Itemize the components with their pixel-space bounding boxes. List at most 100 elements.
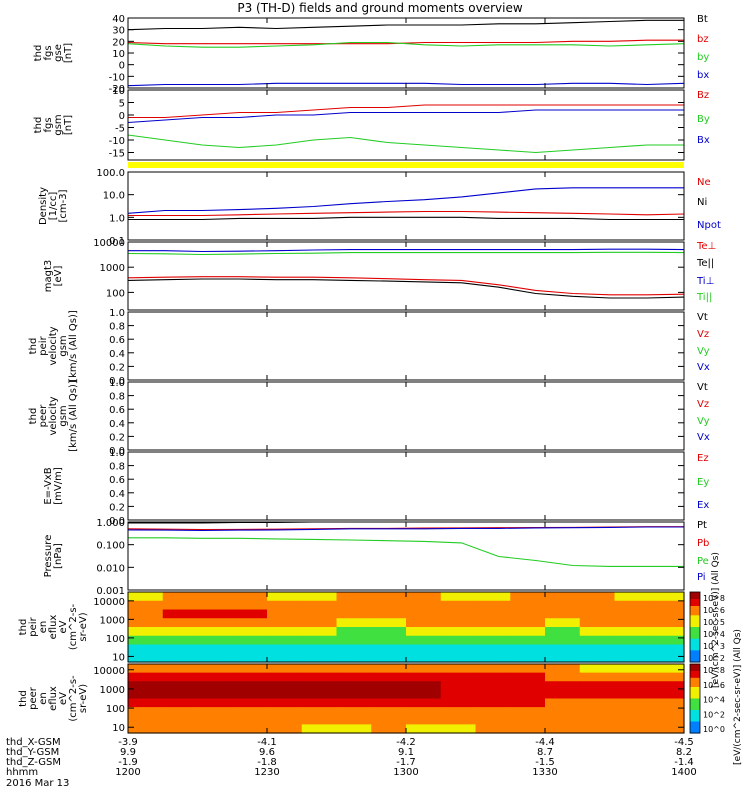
heatmap-cell (614, 609, 650, 619)
heatmap-cell (649, 707, 685, 717)
heatmap-cell (336, 681, 372, 691)
y-tick-label: 0 (119, 111, 125, 122)
heatmap-cell (510, 609, 546, 619)
y-axis-label: (cm^2-s- (68, 675, 79, 722)
colorbar-segment (690, 700, 700, 704)
xaxis-value: -1.9 (118, 757, 138, 768)
heatmap-cell (232, 600, 268, 611)
heatmap-cell (267, 664, 303, 674)
heatmap-cell (440, 644, 477, 654)
colorbar-segment (690, 627, 700, 630)
heatmap-cell (649, 644, 685, 654)
colorbar-tick-label: 10^8 (703, 594, 725, 603)
y-tick-label: 30 (112, 26, 125, 37)
colorbar-segment (690, 634, 700, 637)
legend-entry-Vz: Vz (697, 329, 709, 340)
colorbar-segment (690, 648, 700, 651)
y-axis-label: sr-eV) (78, 684, 89, 713)
y-axis-label: velocity (48, 326, 59, 365)
heatmap-cell (128, 609, 164, 619)
heatmap-cell (649, 653, 685, 663)
y-axis-label: Pressure (43, 535, 54, 578)
y-tick-label: 1000 (100, 615, 125, 626)
y-axis-label: (cm^2-s- (68, 603, 79, 650)
y-tick-label: 1.000 (96, 518, 125, 529)
heatmap-cell (510, 653, 546, 663)
heatmap-cell (232, 724, 268, 734)
heatmap-cell (475, 664, 511, 674)
xaxis-value: -1.8 (257, 757, 277, 768)
heatmap-cell (579, 715, 616, 725)
heatmap-cell (545, 644, 581, 654)
legend-entry-Pe: Pe (697, 556, 709, 567)
heatmap-cell (162, 689, 199, 700)
y-tick-label: 10 (112, 49, 125, 60)
series-line-Bz (128, 104, 684, 119)
colorbar-segment (690, 659, 700, 663)
colorbar-segment (690, 680, 700, 683)
legend-entry-Ex: Ex (697, 500, 709, 511)
heatmap-cell (371, 600, 407, 611)
panel-frame (127, 521, 685, 591)
heatmap-cell (301, 600, 338, 611)
heatmap-cell (336, 635, 372, 646)
heatmap-cell (162, 698, 199, 708)
colorbar-segment (690, 592, 700, 595)
colorbar-segment (690, 615, 700, 619)
heatmap-cell (162, 635, 199, 646)
y-axis-label: [nPa] (53, 543, 64, 569)
y-tick-label: 0.6 (109, 335, 125, 346)
y-tick-label: 0.0 (109, 376, 125, 387)
colorbar-tick-label: 10^3 (703, 642, 725, 651)
heatmap-cell (267, 724, 303, 734)
colorbar-segment (690, 610, 700, 614)
colorbar-segment (690, 712, 700, 716)
legend-entry-Te⊥: Te⊥ (696, 241, 716, 252)
y-axis-label: fgs (43, 45, 54, 60)
heatmap-cell (579, 653, 616, 663)
y-axis-label: peir (28, 616, 39, 636)
legend-entry-By: By (697, 114, 710, 125)
heatmap-cell (406, 627, 442, 637)
heatmap-cell (475, 715, 511, 725)
heatmap-cell (545, 609, 581, 619)
legend-entry-Te||: Te|| (696, 258, 714, 269)
heatmap-cell (475, 653, 511, 663)
colorbar-segment (690, 620, 700, 623)
y-axis-label: thd (18, 619, 29, 636)
heatmap-cell (545, 724, 581, 734)
series-line-Bx (127, 109, 684, 124)
heatmap-cell (406, 609, 442, 619)
colorbar-tick-label: 10^5 (703, 618, 725, 627)
heatmap-cell (545, 698, 581, 708)
heatmap-cell (267, 635, 303, 646)
heatmap-cell (197, 707, 233, 717)
heatmap-cell (267, 707, 303, 717)
heatmap-cell (232, 644, 268, 654)
y-axis-label: thd (18, 690, 29, 707)
heatmap-cell (440, 664, 477, 674)
heatmap-cell (371, 689, 407, 700)
heatmap-cell (579, 609, 616, 619)
heatmap-cell (649, 618, 685, 628)
y-tick-label: 0.0 (109, 446, 125, 457)
legend-entry-Vz: Vz (697, 399, 709, 410)
heatmap-cell (545, 600, 581, 611)
heatmap-cell (197, 600, 233, 611)
heatmap-cell (197, 672, 233, 682)
heatmap-cell (475, 644, 511, 654)
y-tick-label: 0.001 (96, 586, 125, 597)
heatmap-cell (371, 627, 407, 637)
heatmap-cell (406, 681, 442, 691)
xaxis-value: 1230 (254, 767, 279, 778)
heatmap-cell (301, 664, 338, 674)
xaxis-value: -4.2 (396, 737, 416, 748)
colorbar-segment (690, 636, 700, 640)
y-tick-label: 10 (112, 652, 125, 663)
y-axis-label: eV (58, 620, 69, 633)
heatmap-cell (614, 672, 650, 682)
y-tick-label: 0 (119, 61, 125, 72)
heatmap-cell (232, 618, 268, 628)
heatmap-cell (475, 672, 511, 682)
legend-entry-Ey: Ey (697, 477, 709, 488)
